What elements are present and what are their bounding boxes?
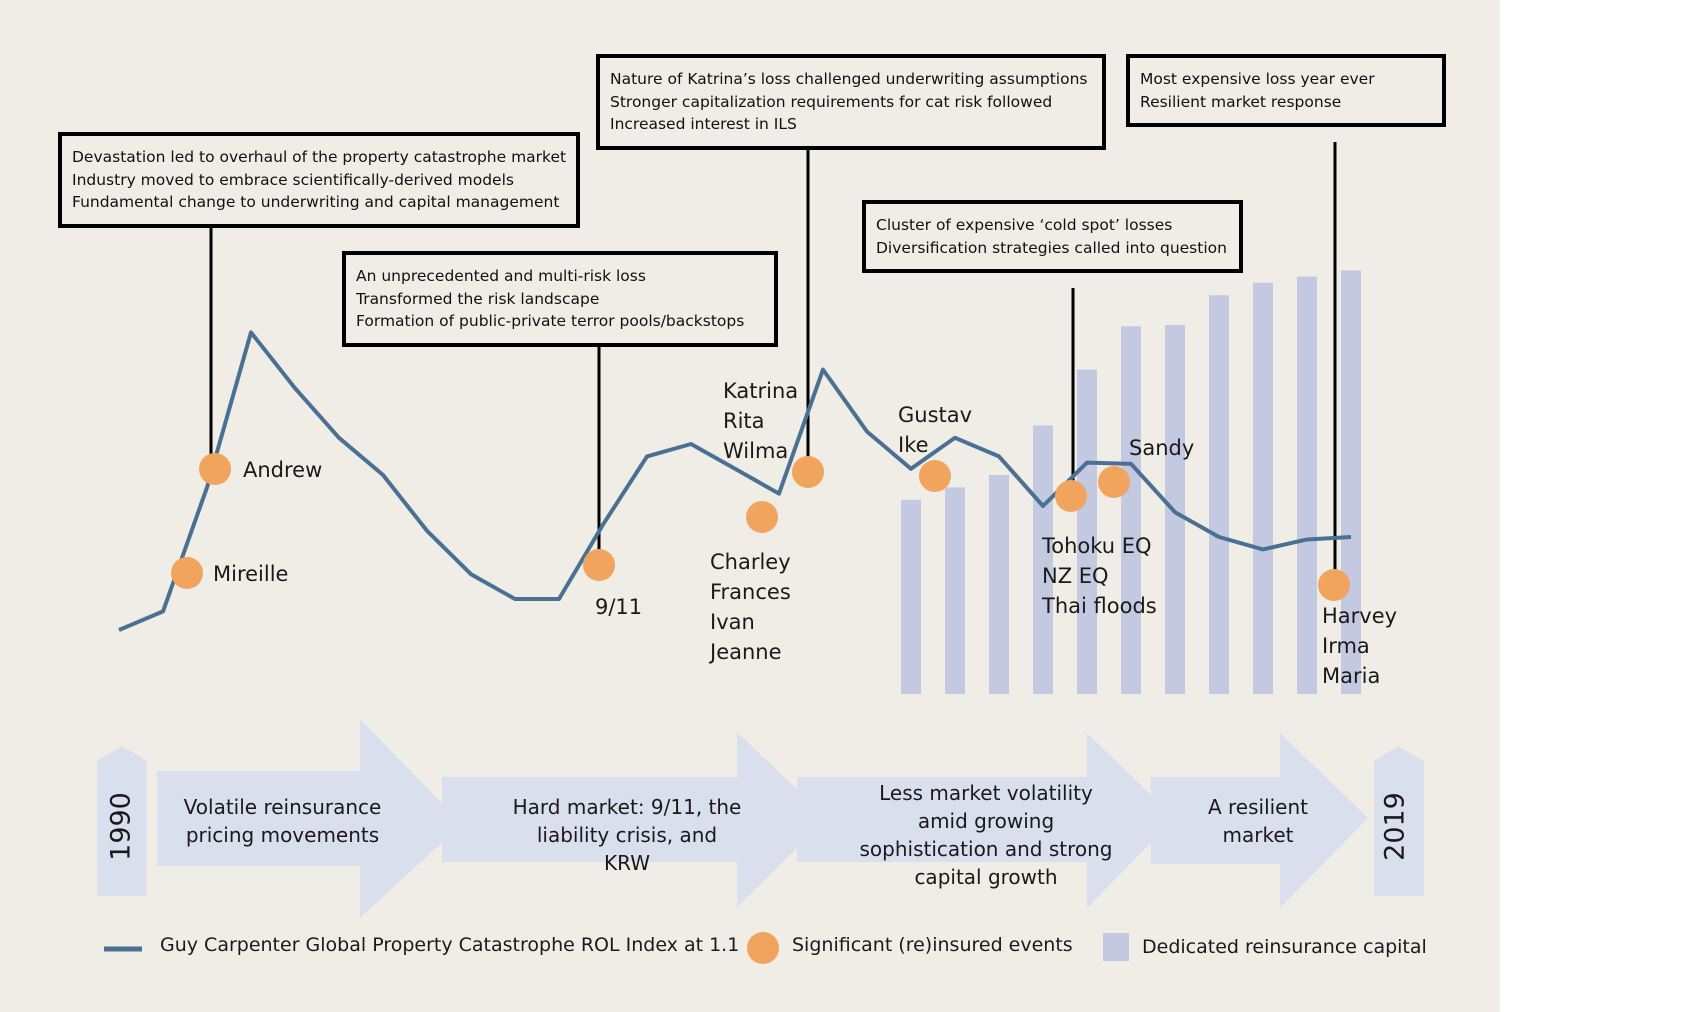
event-dot-3	[746, 501, 778, 533]
timeline-end-year: 2019	[1379, 792, 1411, 861]
phase-arrow-3	[797, 733, 1175, 908]
callout-hirm-line-1: Most expensive loss year ever	[1140, 70, 1375, 88]
event-dot-4	[792, 456, 824, 488]
phase-arrow-4	[1151, 733, 1368, 908]
event-label-cfij-4: Jeanne	[710, 640, 782, 664]
event-dot-1	[199, 453, 231, 485]
capital-bar-18	[901, 499, 921, 694]
event-label-krw-3: Wilma	[723, 439, 789, 463]
rol-index-line	[118, 330, 1352, 632]
event-label-sandy-1: Sandy	[1129, 436, 1195, 460]
callout-andrew: Devastation led to overhaul of the prope…	[58, 132, 580, 228]
phase-label-3: Less market volatility amid growing soph…	[859, 781, 1113, 889]
event-dot-6	[1055, 480, 1087, 512]
event-label-cfij-1: Charley	[710, 550, 791, 574]
legend-marks	[104, 932, 1129, 964]
event-label-cfij: Charley Frances Ivan Jeanne	[710, 547, 791, 667]
capital-bar-22	[1077, 369, 1097, 694]
event-label-krw-2: Rita	[723, 409, 765, 433]
callout-hirm-line-2: Resilient market response	[1140, 92, 1342, 111]
legend-bars-label: Dedicated reinsurance capital	[1142, 936, 1427, 958]
phase-label-1: Volatile reinsurance pricing movements	[183, 795, 382, 847]
event-label-tohoku-3: Thai floods	[1042, 594, 1157, 618]
timeline-start-year: 1990	[105, 792, 137, 861]
event-dot-7	[1098, 466, 1130, 498]
capital-bar-23	[1121, 326, 1141, 694]
callout-andrew-line-2: Industry moved to embrace scientifically…	[72, 170, 514, 189]
legend-dots-label: Significant (re)insured events	[792, 934, 1073, 956]
capital-bars	[901, 270, 1361, 694]
callout-911-line-2: Transformed the risk landscape	[356, 289, 600, 308]
event-label-gustav-ike-1: Gustav	[898, 403, 973, 427]
event-label-911: 9/11	[595, 592, 642, 622]
callout-katrina-line-2: Stronger capitalization requirements for…	[610, 92, 1053, 111]
phase-arrow-2	[442, 732, 827, 907]
chart-canvas: Devastation led to overhaul of the prope…	[0, 0, 1500, 1012]
callout-hirm: Most expensive loss year ever Resilient …	[1126, 54, 1446, 127]
event-dot-5	[919, 460, 951, 492]
event-label-hirm-1: Harvey	[1322, 604, 1398, 628]
callout-andrew-line-1: Devastation led to overhaul of the prope…	[72, 148, 567, 166]
event-label-gustav-ike-2: Ike	[898, 433, 929, 457]
event-label-hirm-3: Maria	[1322, 664, 1381, 688]
event-label-tohoku-1: Tohoku EQ	[1042, 534, 1152, 558]
callout-cold-spot-line-2: Diversification strategies called into q…	[876, 238, 1227, 257]
event-label-mireille-1: Mireille	[213, 562, 289, 586]
timeline-start-tab	[97, 746, 147, 896]
event-label-sandy: Sandy	[1129, 433, 1194, 463]
capital-bar-25	[1209, 295, 1229, 694]
legend-line-label: Guy Carpenter Global Property Catastroph…	[160, 934, 740, 956]
capital-bar-21	[1033, 425, 1053, 694]
rol-index-line-group	[118, 330, 1352, 632]
capital-bar-19	[945, 487, 965, 694]
callout-katrina: Nature of Katrina’s loss challenged unde…	[596, 54, 1106, 150]
callout-cold-spot: Cluster of expensive ‘cold spot’ losses …	[862, 200, 1243, 273]
event-label-krw: Katrina Rita Wilma	[723, 376, 798, 466]
event-label-krw-1: Katrina	[723, 379, 799, 403]
timeline-end-tab	[1374, 746, 1424, 896]
callout-cold-spot-line-1: Cluster of expensive ‘cold spot’ losses	[876, 216, 1173, 234]
event-dot-2	[583, 549, 615, 581]
event-label-hirm-2: Irma	[1322, 634, 1370, 658]
event-label-andrew-1: Andrew	[243, 458, 323, 482]
phase-label-4: A resilient market	[1207, 795, 1309, 847]
event-label-cfij-2: Frances	[710, 580, 791, 604]
phase-arrow-1	[157, 719, 462, 918]
event-label-cfij-3: Ivan	[710, 610, 755, 634]
legend-dot-swatch	[747, 932, 779, 964]
callout-andrew-line-3: Fundamental change to underwriting and c…	[72, 193, 560, 211]
event-label-hirm: Harvey Irma Maria	[1322, 601, 1397, 691]
callout-911-line-1: An unprecedented and multi-risk loss	[356, 267, 646, 285]
event-label-gustav-ike: Gustav Ike	[898, 400, 972, 460]
callout-911: An unprecedented and multi-risk loss Tra…	[342, 251, 778, 347]
event-dots	[171, 453, 1350, 601]
callout-911-line-3: Formation of public-private terror pools…	[356, 312, 745, 330]
event-dot-0	[171, 557, 203, 589]
legend-bar-swatch	[1103, 933, 1129, 961]
event-label-tohoku: Tohoku EQ NZ EQ Thai floods	[1042, 531, 1157, 621]
chart-svg	[97, 142, 1424, 964]
event-label-mireille: Mireille	[213, 559, 288, 589]
capital-bar-26	[1253, 282, 1273, 694]
callout-katrina-line-1: Nature of Katrina’s loss challenged unde…	[610, 70, 1088, 88]
capital-bar-20	[989, 475, 1009, 694]
event-dot-8	[1318, 569, 1350, 601]
timeline-arrows	[97, 719, 1424, 918]
event-label-tohoku-2: NZ EQ	[1042, 564, 1109, 588]
callout-katrina-line-3: Increased interest in ILS	[610, 115, 797, 133]
event-label-andrew: Andrew	[243, 455, 322, 485]
phase-label-2: Hard market: 9/11, the liability crisis,…	[512, 795, 742, 875]
capital-bar-27	[1297, 276, 1317, 694]
event-label-911-1: 9/11	[595, 595, 643, 619]
